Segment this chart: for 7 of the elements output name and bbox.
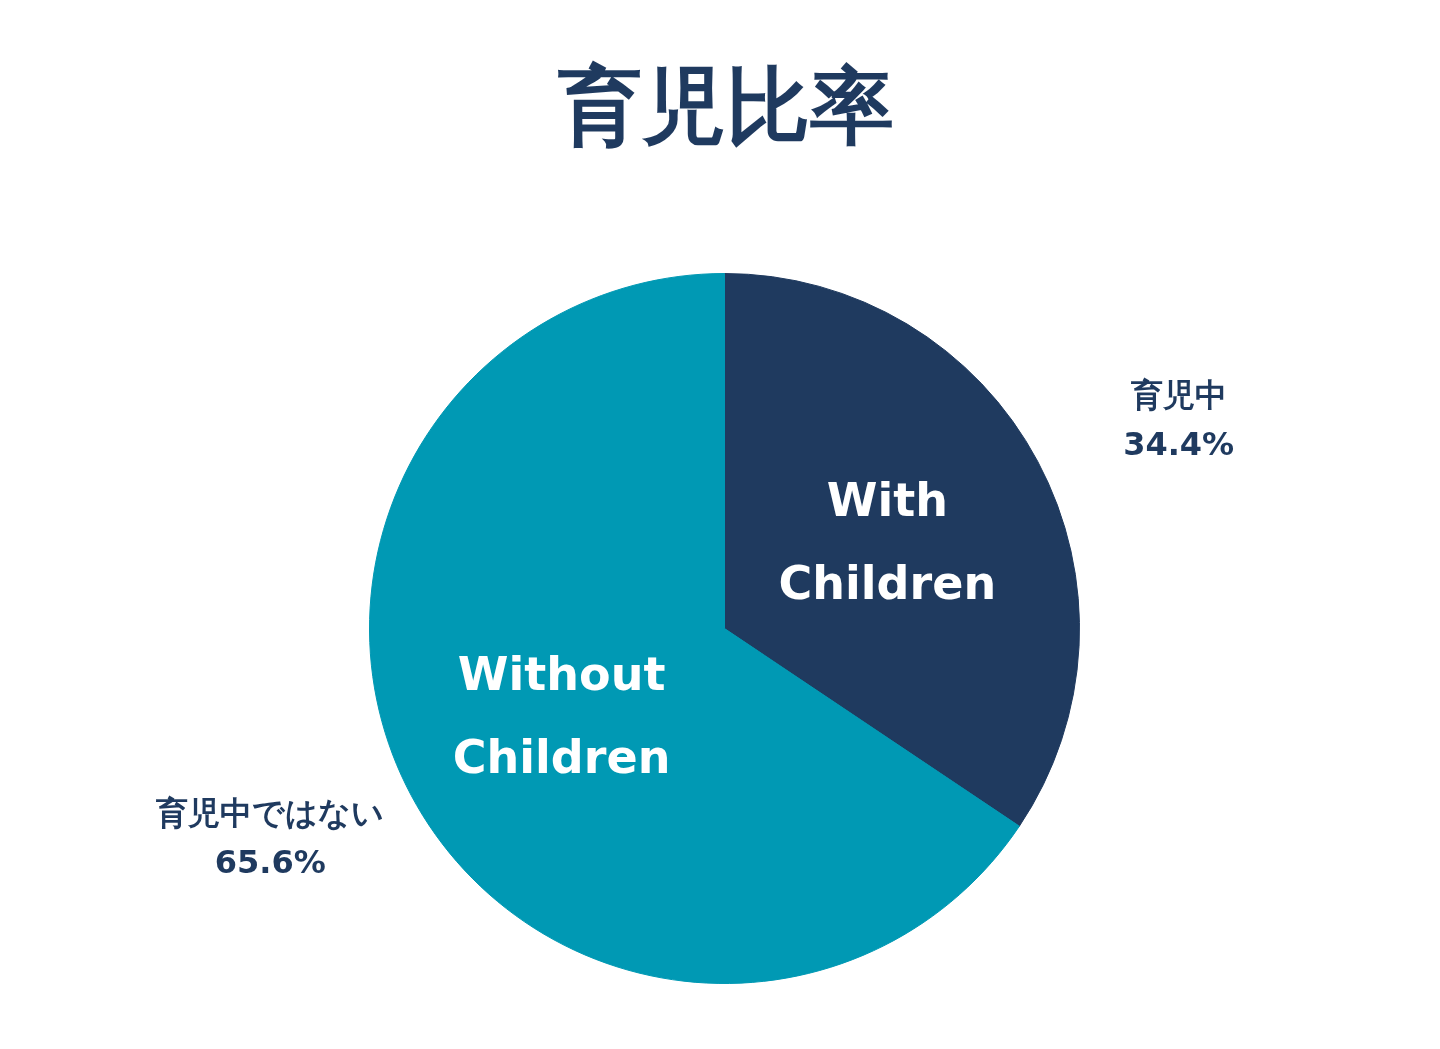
chart-title: 育児比率 bbox=[556, 56, 894, 155]
data-label: 65.6% bbox=[214, 843, 326, 882]
slice-label: 育児中ではない bbox=[155, 793, 385, 832]
text: Without Children bbox=[452, 646, 671, 785]
text: With Children bbox=[778, 472, 997, 611]
slice-label: 育児中 bbox=[1129, 375, 1227, 414]
data-label: 34.4% bbox=[1123, 425, 1235, 464]
